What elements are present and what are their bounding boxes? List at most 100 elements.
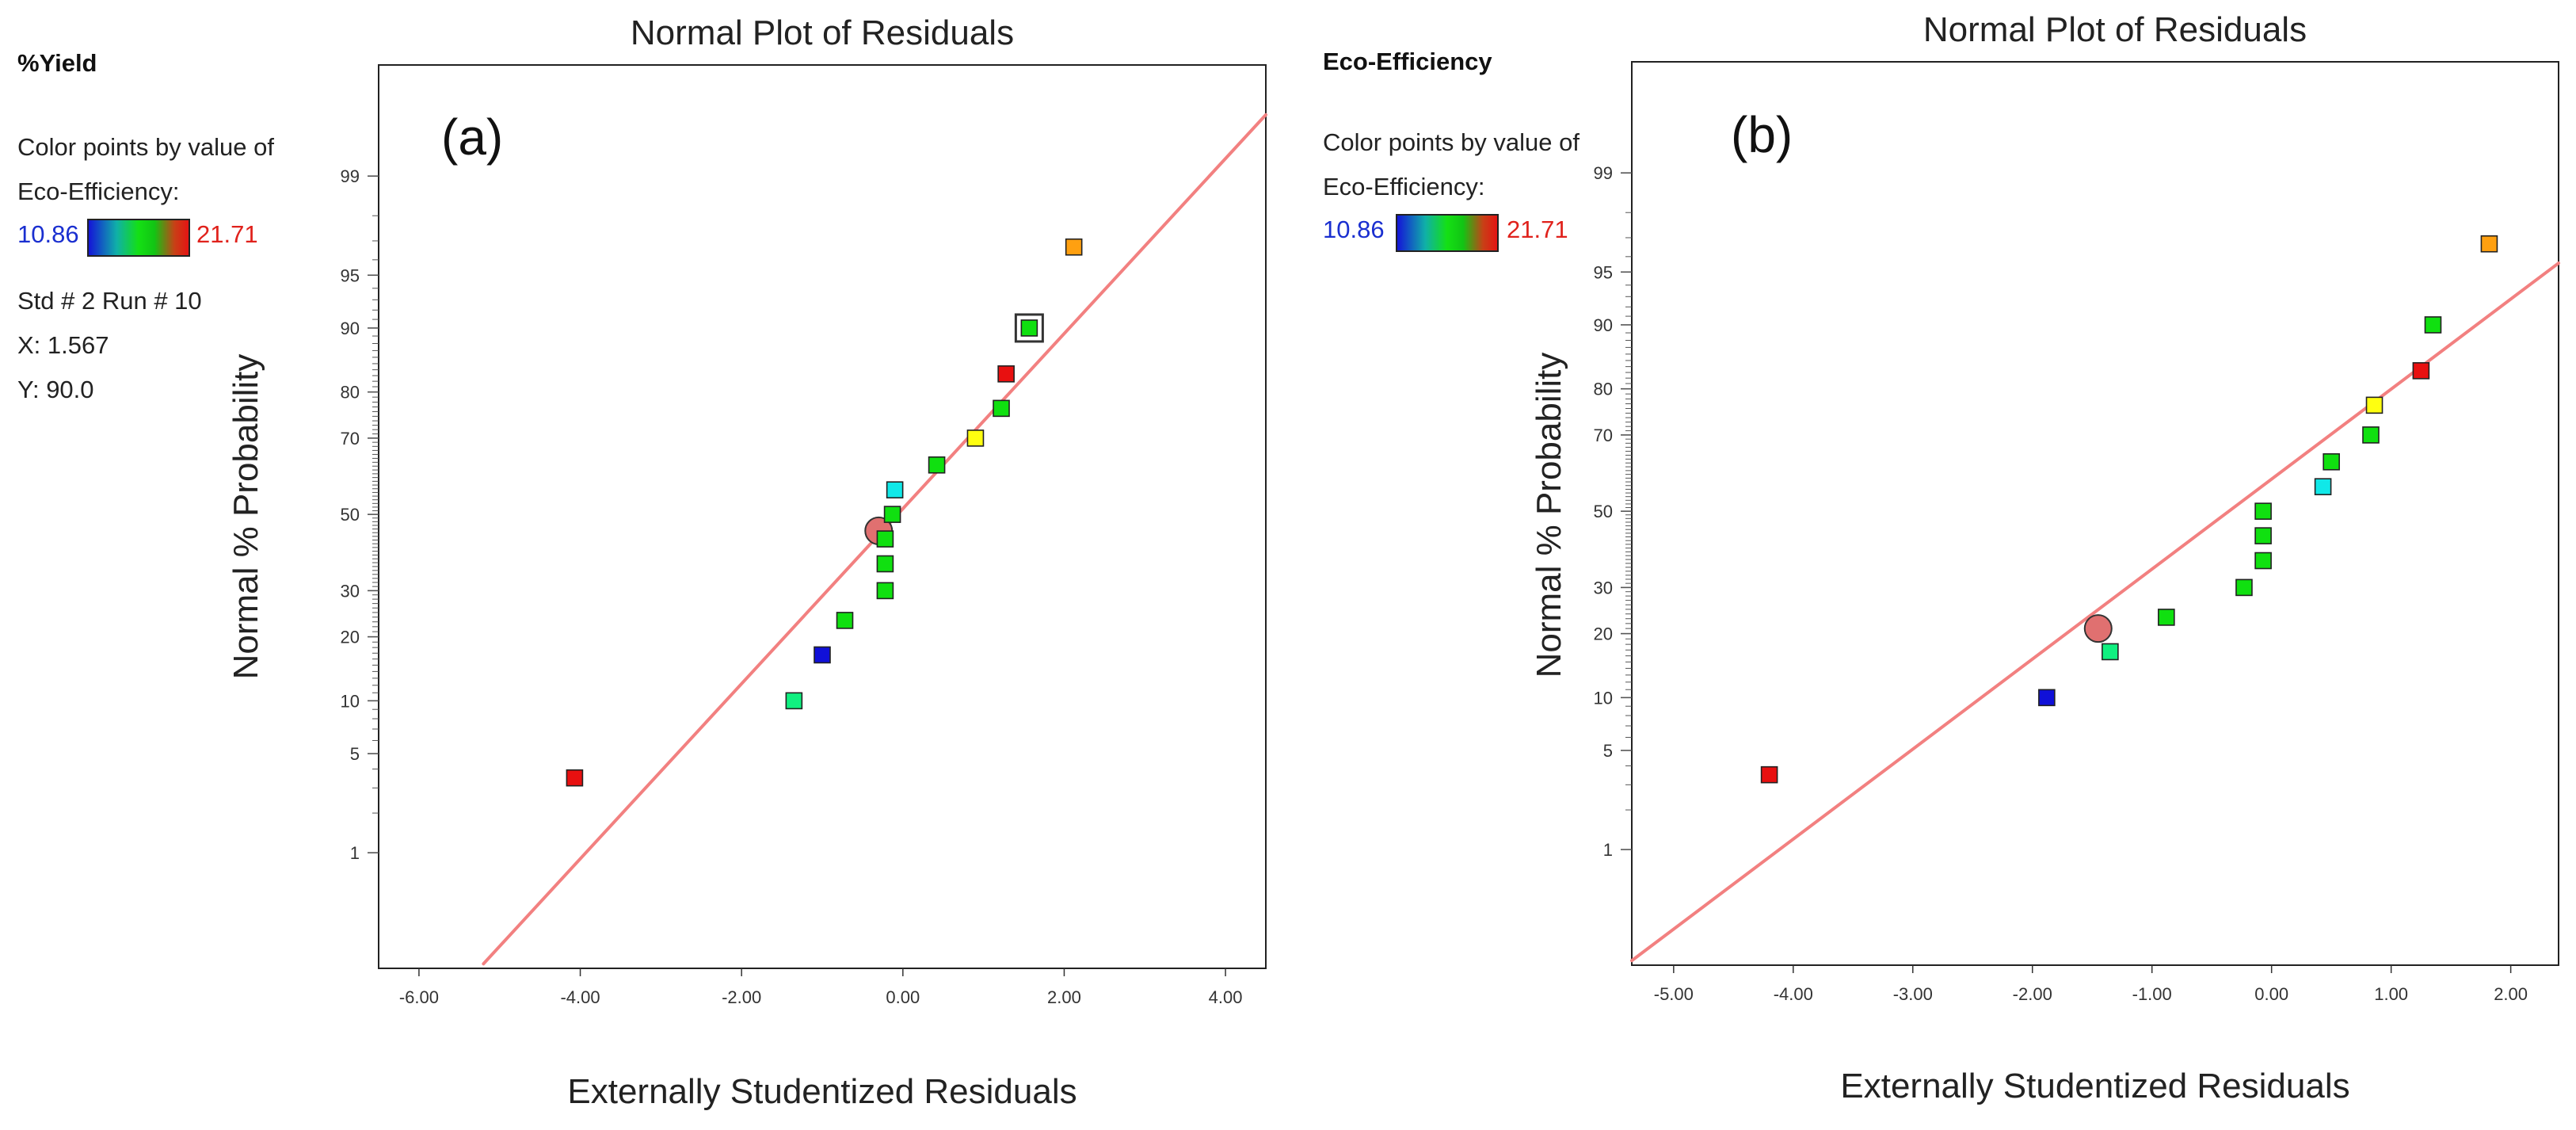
x-tick-label: -2.00 <box>2013 984 2052 1004</box>
y-axis: 1 5 10 20 30 50 70 80 90 95 99 <box>341 166 379 863</box>
color-by-label: Color points by value of <box>17 133 274 161</box>
selected-point-highlight <box>1014 313 1044 343</box>
legend-panel-b: Eco-Efficiency Color points by value of … <box>1323 48 1624 254</box>
data-point <box>1065 238 1083 256</box>
chart-title: Normal Plot of Residuals <box>631 13 1014 52</box>
y-axis: 1 5 10 20 30 50 70 80 90 95 99 <box>1594 163 1632 860</box>
y-tick-label: 30 <box>1594 578 1613 597</box>
data-point <box>993 399 1010 418</box>
y-tick-label: 5 <box>350 744 360 764</box>
y-tick-label: 99 <box>341 166 360 186</box>
panel-label: (b) <box>1731 106 1793 163</box>
y-tick-label: 70 <box>341 429 360 449</box>
x-tick-label: -2.00 <box>722 987 761 1007</box>
panel-label: (a) <box>441 109 503 166</box>
data-point <box>883 506 901 523</box>
data-point <box>2314 478 2332 495</box>
data-point <box>997 365 1015 383</box>
y-tick-label: 10 <box>341 691 360 711</box>
data-point <box>2362 426 2380 444</box>
data-point <box>2365 396 2384 414</box>
legend-panel-a: %Yield Color points by value of Eco-Effi… <box>17 49 318 412</box>
colorbar-row: 10.86 21.71 <box>1323 209 1624 254</box>
y-tick-label: 50 <box>1594 502 1613 521</box>
y-axis-label: Normal % Probability <box>1530 353 1568 678</box>
data-point <box>876 555 894 573</box>
x-tick-label: 4.00 <box>1209 987 1243 1007</box>
x-tick-label: 2.00 <box>2494 984 2528 1004</box>
plot-frame <box>378 64 1267 969</box>
y-tick-label: 5 <box>1603 741 1613 761</box>
colorbar-min: 10.86 <box>1323 216 1385 243</box>
points-group <box>566 238 1083 787</box>
colorbar-max: 21.71 <box>1507 216 1568 243</box>
plot-frame <box>1631 61 2559 966</box>
data-point <box>2424 316 2442 334</box>
x-tick-label: 2.00 <box>1047 987 1081 1007</box>
y-tick-label: 95 <box>341 265 360 285</box>
data-point <box>966 429 985 447</box>
data-point <box>1760 765 1778 784</box>
data-point <box>2254 552 2272 570</box>
data-point <box>2235 578 2253 597</box>
y-tick-label: 90 <box>1594 315 1613 335</box>
x-tick-label: 0.00 <box>2254 984 2288 1004</box>
x-tick-label: -5.00 <box>1654 984 1694 1004</box>
x-tick-label: -4.00 <box>1774 984 1813 1004</box>
data-point <box>2254 502 2272 520</box>
x-axis-label: Externally Studentized Residuals <box>567 1072 1077 1111</box>
data-point <box>2323 452 2340 471</box>
selected-point-x: X: 1.567 <box>17 331 109 359</box>
x-tick-label: 1.00 <box>2374 984 2408 1004</box>
selected-point-y: Y: 90.0 <box>17 376 94 403</box>
y-tick-label: 50 <box>341 505 360 525</box>
points-group <box>1760 235 2498 784</box>
data-point <box>2102 643 2119 661</box>
y-tick-label: 90 <box>341 319 360 338</box>
data-point <box>2254 527 2272 544</box>
y-tick-label: 1 <box>1603 840 1613 860</box>
fit-line <box>1630 262 2560 963</box>
color-by-factor: Eco-Efficiency: <box>17 178 180 205</box>
y-tick-label: 80 <box>1594 380 1613 399</box>
data-point <box>1020 319 1038 337</box>
data-point <box>814 646 831 664</box>
data-point <box>2038 689 2056 707</box>
x-tick-label: -3.00 <box>1893 984 1933 1004</box>
data-point <box>2412 362 2430 380</box>
colorbar-gradient <box>1396 214 1499 252</box>
x-tick-label: 0.00 <box>886 987 920 1007</box>
y-tick-label: 20 <box>341 628 360 647</box>
x-axis: -5.00 -4.00 -3.00 -2.00 -1.00 0.00 1.00 2.00 <box>1654 965 2528 1004</box>
y-axis-label: Normal % Probability <box>227 354 265 680</box>
centroid-marker <box>2083 614 2113 643</box>
x-axis: -6.00 -4.00 -2.00 0.00 2.00 4.00 <box>399 968 1243 1007</box>
data-point <box>876 530 894 548</box>
data-point <box>876 582 894 600</box>
x-tick-label: -4.00 <box>560 987 600 1007</box>
colorbar-row: 10.86 21.71 <box>17 214 318 258</box>
y-tick-label: 95 <box>1594 262 1613 282</box>
response-name: Eco-Efficiency <box>1323 48 1492 75</box>
colorbar-gradient <box>87 219 190 257</box>
y-tick-label: 30 <box>341 581 360 601</box>
data-point <box>2480 235 2498 253</box>
color-by-factor: Eco-Efficiency: <box>1323 173 1485 200</box>
colorbar-max: 21.71 <box>196 220 258 248</box>
data-point <box>886 481 904 498</box>
data-point <box>2158 609 2175 626</box>
normal-plot-b: Normal Plot of Residuals (b) 1 5 10 20 30 50 7… <box>1530 10 2560 1105</box>
x-axis-label: Externally Studentized Residuals <box>1840 1067 2349 1105</box>
y-tick-label: 99 <box>1594 163 1613 183</box>
normal-plot-a: Normal Plot of Residuals (a) 1 5 10 20 30 50 7… <box>227 13 1267 1111</box>
y-tick-label: 10 <box>1594 688 1613 708</box>
x-tick-label: -1.00 <box>2132 984 2172 1004</box>
selected-point-id: Std # 2 Run # 10 <box>17 287 202 315</box>
y-tick-label: 1 <box>350 843 360 863</box>
data-point <box>836 612 854 629</box>
y-tick-label: 20 <box>1594 624 1613 644</box>
x-tick-label: -6.00 <box>399 987 439 1007</box>
data-point <box>928 456 946 474</box>
data-point <box>566 769 584 787</box>
data-point <box>785 692 803 710</box>
